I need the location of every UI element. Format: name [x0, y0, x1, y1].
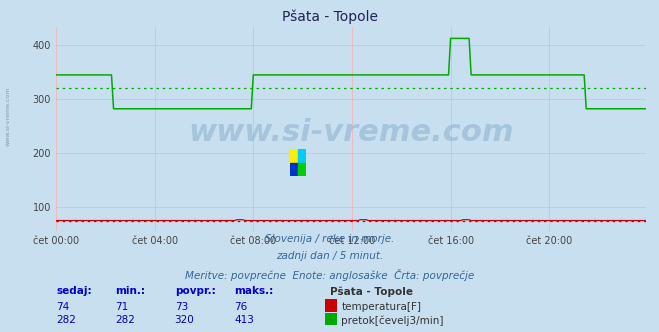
Text: 76: 76 [234, 302, 247, 312]
Text: 413: 413 [234, 315, 254, 325]
Text: www.si-vreme.com: www.si-vreme.com [188, 118, 514, 147]
Bar [298, 163, 306, 176]
Bar [290, 149, 298, 163]
Text: povpr.:: povpr.: [175, 286, 215, 296]
Text: 73: 73 [175, 302, 188, 312]
Text: 71: 71 [115, 302, 129, 312]
Text: temperatura[F]: temperatura[F] [341, 302, 421, 312]
Text: pretok[čevelj3/min]: pretok[čevelj3/min] [341, 315, 444, 326]
Bar [298, 149, 306, 163]
Bar [290, 163, 298, 176]
Text: Slovenija / reke in morje.: Slovenija / reke in morje. [265, 234, 394, 244]
Text: Pšata - Topole: Pšata - Topole [281, 9, 378, 24]
Text: maks.:: maks.: [234, 286, 273, 296]
Text: sedaj:: sedaj: [56, 286, 92, 296]
Text: min.:: min.: [115, 286, 146, 296]
Text: 282: 282 [115, 315, 135, 325]
Text: www.si-vreme.com: www.si-vreme.com [5, 86, 11, 146]
Text: 74: 74 [56, 302, 69, 312]
Text: Pšata - Topole: Pšata - Topole [330, 286, 413, 297]
Text: 320: 320 [175, 315, 194, 325]
Text: zadnji dan / 5 minut.: zadnji dan / 5 minut. [276, 251, 383, 261]
Text: 282: 282 [56, 315, 76, 325]
Text: Meritve: povprečne  Enote: anglosaške  Črta: povprečje: Meritve: povprečne Enote: anglosaške Črt… [185, 269, 474, 281]
